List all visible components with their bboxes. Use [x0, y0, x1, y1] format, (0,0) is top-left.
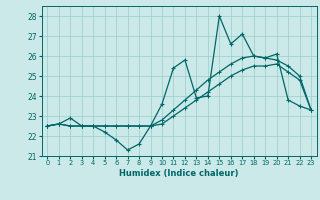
X-axis label: Humidex (Indice chaleur): Humidex (Indice chaleur): [119, 169, 239, 178]
